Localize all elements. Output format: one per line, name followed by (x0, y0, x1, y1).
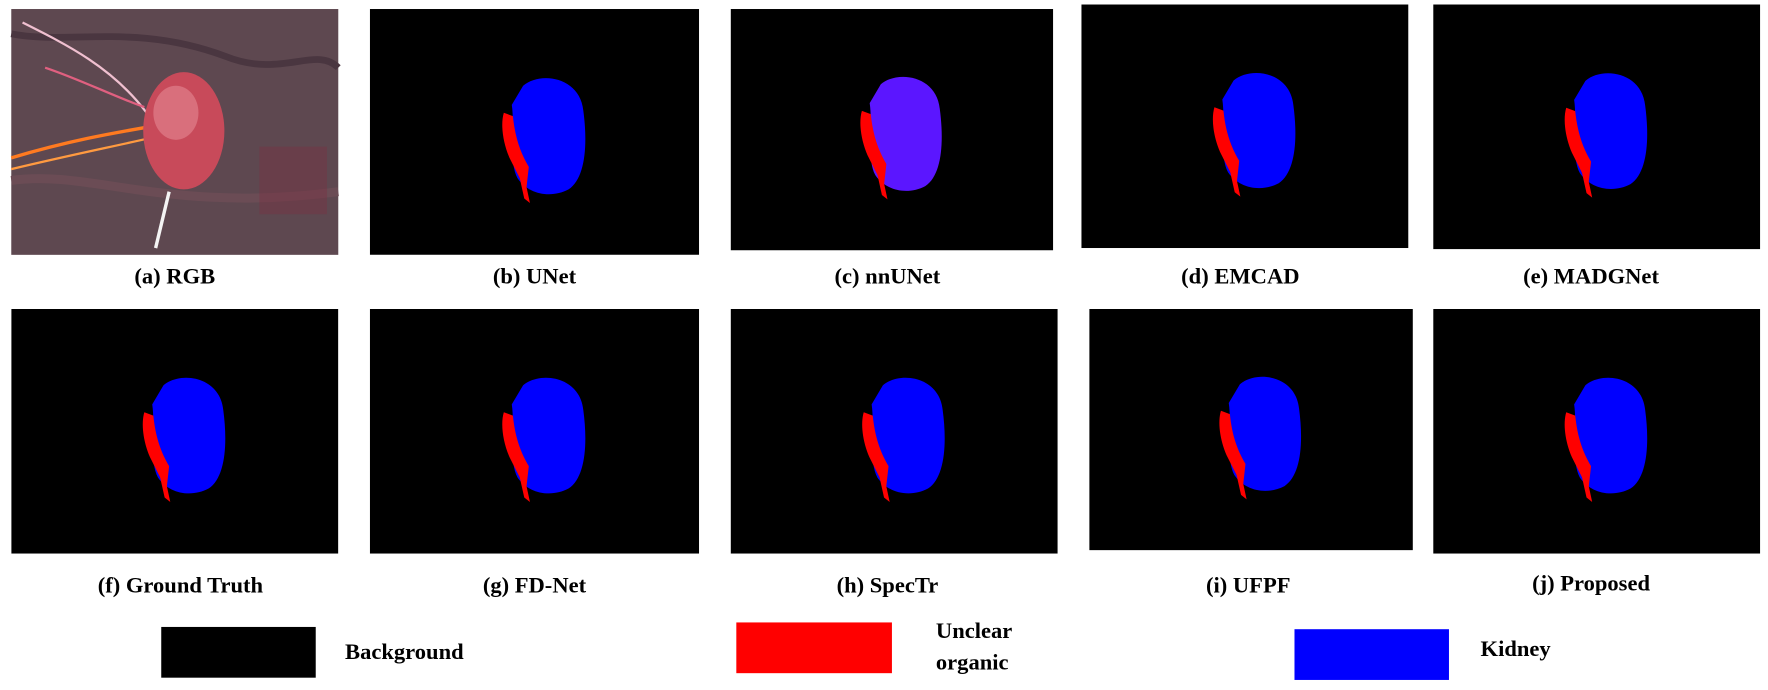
segmentation (369, 308, 700, 554)
caption: (j) Proposed (1532, 570, 1650, 595)
caption: (f) Ground Truth (98, 573, 264, 598)
segmentation (1089, 308, 1413, 551)
segmentation (11, 308, 339, 554)
caption: (e) MADGNet (1523, 264, 1659, 289)
legend-label: organic (936, 649, 1009, 674)
caption: (b) UNet (493, 264, 577, 289)
segmentation (1433, 4, 1761, 250)
segmentation (730, 308, 1058, 554)
segmentation (1081, 4, 1409, 249)
caption: (g) FD-Net (483, 573, 587, 598)
legend-label: Kidney (1481, 636, 1552, 661)
legend-swatch (1294, 629, 1449, 680)
legend-label: Unclear (936, 618, 1012, 643)
legend-label: Background (345, 639, 464, 664)
figure-body: (a) RGB (b) UNet (c) nnUNet (d) EMCAD (e… (10, 4, 1761, 680)
segmentation (1433, 308, 1761, 554)
legend-swatch (161, 626, 316, 678)
legend-swatch (736, 622, 892, 674)
caption: (c) nnUNet (835, 264, 941, 289)
segmentation (369, 9, 700, 255)
caption: (a) RGB (134, 264, 215, 289)
caption: (h) SpecTr (837, 573, 939, 598)
caption: (i) UFPF (1206, 573, 1291, 598)
segmentation (730, 9, 1054, 251)
caption: (d) EMCAD (1181, 264, 1299, 289)
rgb-image (10, 9, 341, 255)
